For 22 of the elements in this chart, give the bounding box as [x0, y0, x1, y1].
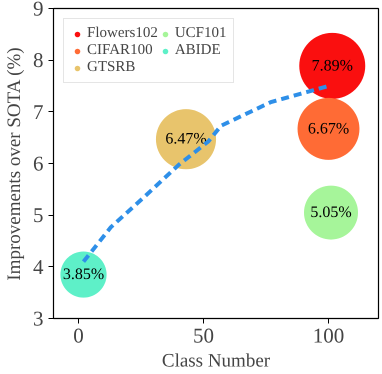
- legend-label: Flowers102: [87, 25, 158, 42]
- data-label: 6.47%: [165, 130, 207, 148]
- legend-label: CIFAR100: [87, 42, 153, 59]
- y-tick-label: 4: [33, 254, 44, 279]
- data-label: 7.89%: [312, 57, 353, 74]
- x-tick-label: 100: [312, 324, 344, 348]
- y-axis-title: Improvements over SOTA (%): [4, 47, 25, 281]
- x-axis-title: Class Number: [162, 350, 271, 372]
- y-tick-label: 9: [33, 0, 44, 20]
- x-tick-label: 0: [73, 324, 84, 348]
- y-tick-label: 7: [33, 100, 44, 124]
- data-label: 3.85%: [62, 266, 104, 284]
- data-label: 5.05%: [310, 204, 352, 222]
- y-tick-label: 3: [33, 306, 44, 330]
- x-tick-label: 50: [193, 324, 214, 348]
- legend-label: GTSRB: [87, 59, 136, 76]
- legend-label: UCF101: [174, 25, 227, 42]
- y-tick-label: 8: [33, 48, 44, 72]
- legend-label: ABIDE: [174, 42, 221, 59]
- y-tick-label: 5: [33, 203, 44, 228]
- data-label: 6.67%: [308, 120, 350, 138]
- y-tick-label: 6: [33, 152, 44, 176]
